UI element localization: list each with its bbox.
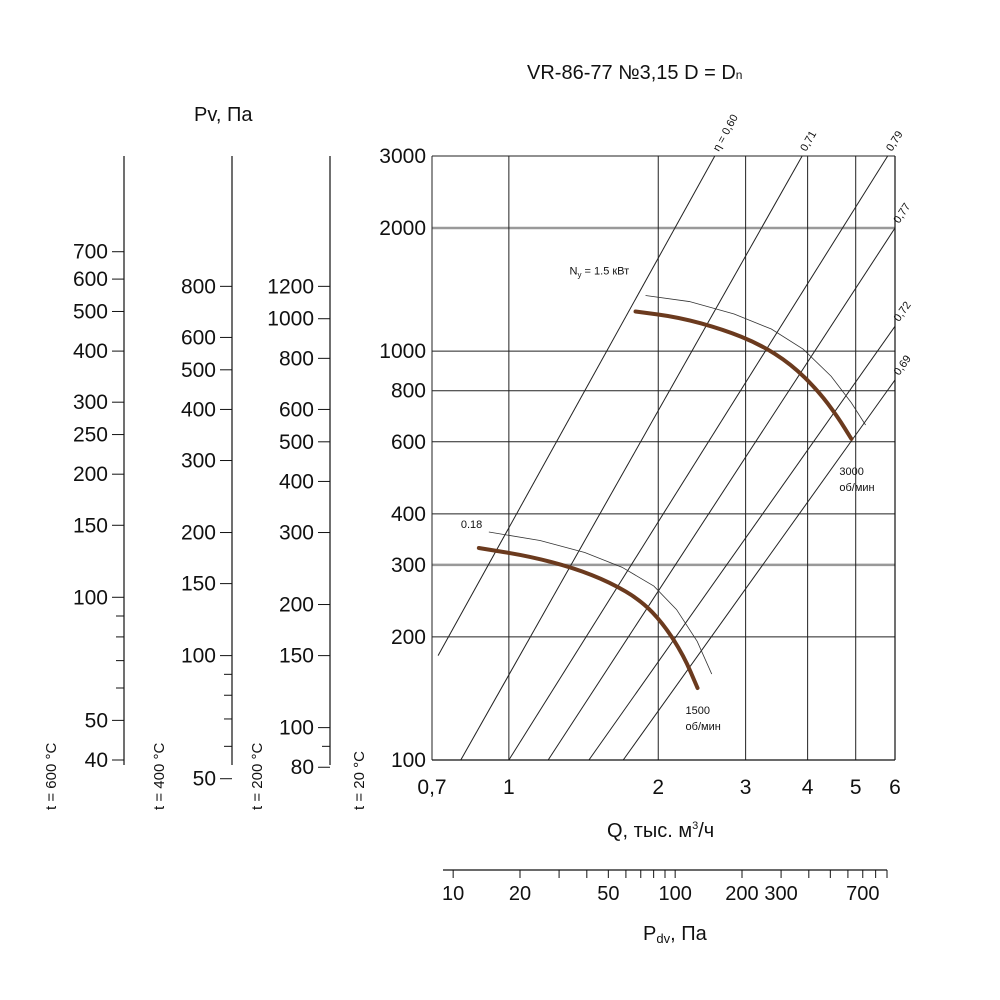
- pv-tick-label: 1000: [267, 308, 314, 331]
- efficiency-line: [588, 325, 896, 761]
- pdv-tick-label: 300: [764, 883, 797, 905]
- speed-label: об/мин: [686, 721, 721, 733]
- fan-curve-line: [633, 309, 854, 441]
- pv-tick-label: 80: [291, 756, 314, 779]
- pv-tick-label: 200: [279, 594, 314, 617]
- pv-tick-label: 150: [279, 645, 314, 668]
- pv-tick-label: 500: [279, 431, 314, 454]
- temperature-label: t = 200 °C: [249, 743, 266, 810]
- pv-tick-label: 800: [279, 347, 314, 370]
- pdv-tick-label: 50: [597, 883, 619, 905]
- pv-tick-label: 40: [85, 749, 108, 772]
- y-tick-label: 600: [391, 431, 426, 454]
- pv-tick-label: 500: [181, 359, 216, 382]
- pv-tick-label: 250: [73, 424, 108, 447]
- power-label: 0.18: [461, 519, 482, 531]
- pv-tick-label: 150: [181, 573, 216, 596]
- pdv-tick-label: 20: [509, 883, 531, 905]
- efficiency-line: [622, 379, 896, 761]
- speed-label: об/мин: [839, 482, 874, 494]
- pv-tick-label: 300: [181, 450, 216, 473]
- pdv-tick-label: 700: [846, 883, 879, 905]
- y-tick-label: 100: [391, 749, 426, 772]
- temperature-label: t = 20 °C: [351, 751, 368, 810]
- pv-tick-label: 600: [73, 268, 108, 291]
- pdv-tick-label: 10: [442, 883, 464, 905]
- pv-tick-label: 400: [279, 470, 314, 493]
- pv-tick-label: 1200: [267, 275, 314, 298]
- pv-scales: 700 600 500 400 300 250 200 150 100 50 40 t = 600 °…: [43, 156, 368, 810]
- efficiency-line: [547, 227, 896, 761]
- x-tick-label: 5: [850, 776, 862, 799]
- fan-curves: Ny = 1.5 кВт 3000 об/мин 0.18 1500 об/мин: [461, 265, 875, 733]
- x-axis-title: Q, тыс. м3/ч: [607, 820, 714, 842]
- main-axes: 0,7 1 2 3 4 5 6 100 200 300 400 600 800 1000 2000 3000: [379, 145, 901, 799]
- fan-curve-line: [476, 545, 700, 690]
- efficiency-label: η = 0,60: [711, 113, 741, 154]
- y-tick-label: 1000: [379, 340, 426, 363]
- efficiency-label: 0,71: [798, 129, 819, 154]
- y-tick-label: 300: [391, 554, 426, 577]
- pv-tick-label: 800: [181, 275, 216, 298]
- pv-tick-label: 300: [279, 522, 314, 545]
- pdv-axis-title: Pdv, Па: [643, 923, 708, 946]
- x-tick-label: 3: [740, 776, 752, 799]
- temperature-label: t = 400 °C: [151, 743, 168, 810]
- power-curve: [645, 295, 866, 426]
- x-tick-label: 6: [889, 776, 901, 799]
- efficiency-lines: η = 0,60 0,71 0,790,770,720,69: [437, 113, 914, 761]
- y-tick-label: 3000: [379, 145, 426, 168]
- pdv-tick-label: 200: [725, 883, 758, 905]
- pv-tick-label: 200: [73, 463, 108, 486]
- pv-axis-title: Pv, Па: [194, 104, 253, 126]
- pv-tick-label: 50: [193, 768, 216, 791]
- temperature-label: t = 600 °C: [43, 743, 60, 810]
- pv-tick-label: 150: [73, 514, 108, 537]
- pv-tick-label: 700: [73, 241, 108, 264]
- chart-title: VR-86-77 №3,15 D = Dn: [527, 62, 742, 84]
- efficiency-line: [508, 155, 889, 761]
- pv-tick-label: 300: [73, 391, 108, 414]
- efficiency-line: [460, 155, 803, 761]
- efficiency-label: 0,79: [884, 129, 906, 154]
- x-tick-label: 2: [652, 776, 664, 799]
- speed-label: 1500: [686, 705, 710, 717]
- pv-tick-label: 100: [73, 586, 108, 609]
- y-tick-label: 400: [391, 503, 426, 526]
- x-tick-label: 4: [802, 776, 814, 799]
- pv-tick-label: 100: [181, 645, 216, 668]
- y-tick-label: 200: [391, 626, 426, 649]
- power-label: Ny = 1.5 кВт: [570, 265, 630, 279]
- grid-layer: [431, 155, 896, 761]
- speed-label: 3000: [839, 466, 863, 478]
- y-tick-label: 800: [391, 380, 426, 403]
- pv-tick-label: 400: [181, 398, 216, 421]
- pdv-scale: 10 20 50 100 200 300 700: [442, 869, 888, 905]
- x-tick-label: 1: [503, 776, 515, 799]
- pv-tick-label: 50: [85, 709, 108, 732]
- pv-tick-label: 400: [73, 340, 108, 363]
- pv-tick-label: 600: [279, 398, 314, 421]
- pv-tick-label: 500: [73, 300, 108, 323]
- pv-tick-label: 100: [279, 717, 314, 740]
- x-tick-label: 0,7: [417, 776, 446, 799]
- y-tick-label: 2000: [379, 217, 426, 240]
- efficiency-line: [437, 155, 716, 656]
- pv-tick-label: 200: [181, 522, 216, 545]
- pdv-tick-label: 100: [658, 883, 691, 905]
- power-curve: [488, 531, 713, 675]
- pv-tick-label: 600: [181, 326, 216, 349]
